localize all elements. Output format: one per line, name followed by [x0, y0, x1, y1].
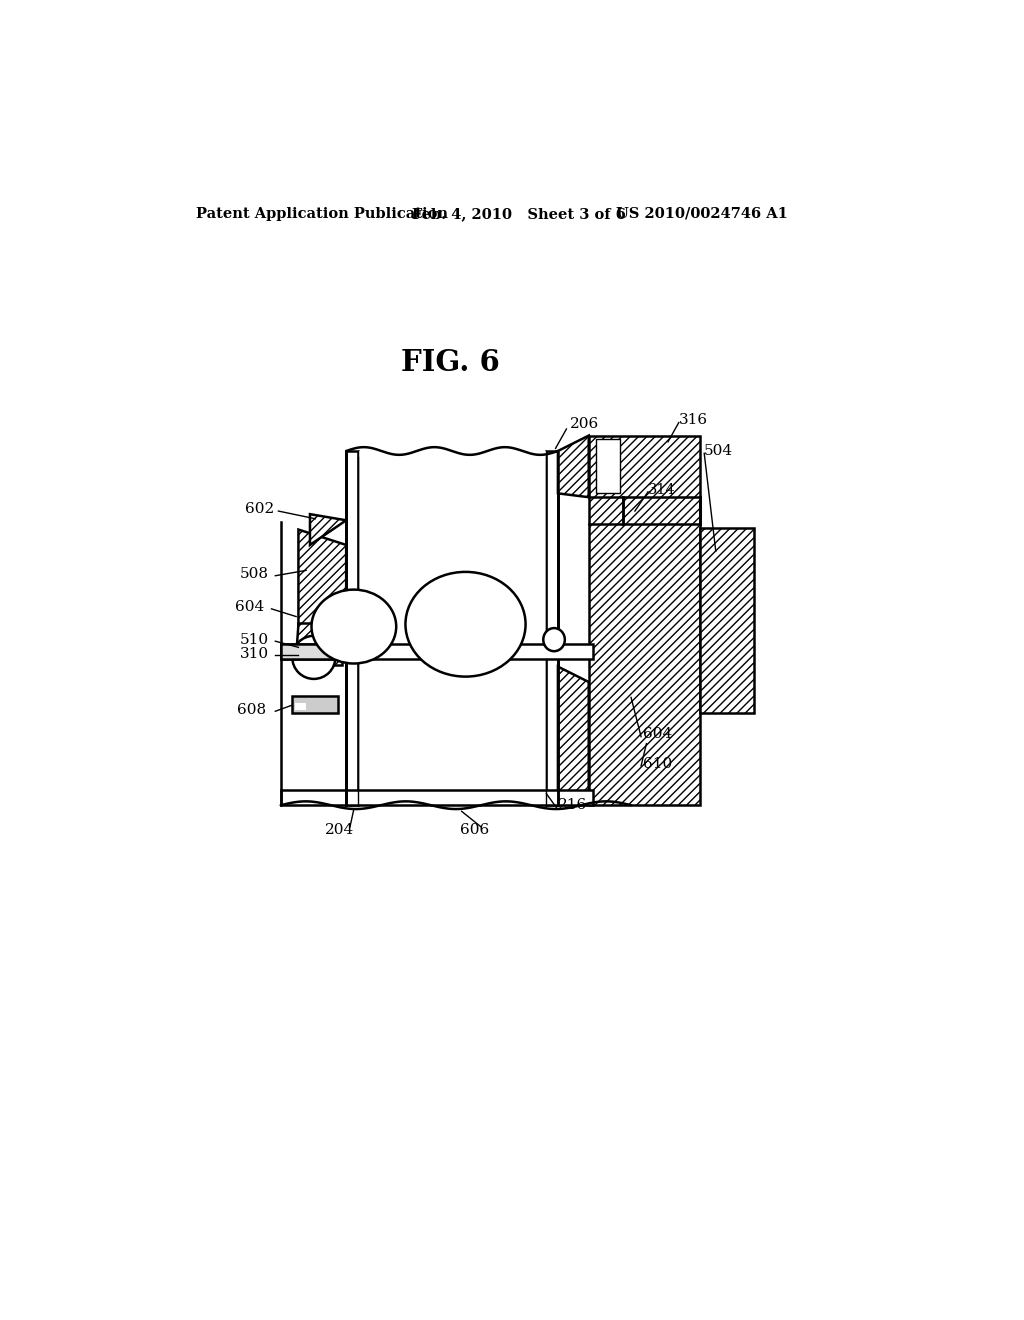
Bar: [295, 702, 306, 710]
Polygon shape: [558, 667, 589, 805]
Bar: [346, 451, 357, 805]
Ellipse shape: [406, 572, 525, 677]
Polygon shape: [298, 529, 346, 653]
Text: 204: 204: [326, 822, 354, 837]
Polygon shape: [596, 440, 620, 494]
Bar: [357, 451, 547, 805]
Polygon shape: [700, 528, 755, 713]
Text: 216: 216: [558, 799, 587, 812]
Text: Feb. 4, 2010   Sheet 3 of 6: Feb. 4, 2010 Sheet 3 of 6: [412, 207, 626, 220]
Text: 608: 608: [237, 702, 266, 717]
Text: 504: 504: [705, 444, 733, 458]
Text: FIG. 6: FIG. 6: [400, 348, 500, 378]
Text: 604: 604: [236, 601, 264, 614]
Text: 606: 606: [460, 822, 489, 837]
Text: 604: 604: [643, 727, 672, 742]
Polygon shape: [558, 436, 589, 498]
Text: 510: 510: [240, 632, 269, 647]
Text: 602: 602: [245, 502, 273, 516]
Bar: [281, 644, 593, 659]
Text: 316: 316: [679, 413, 708, 428]
Text: 314: 314: [648, 483, 676, 496]
Ellipse shape: [544, 628, 565, 651]
Text: 310: 310: [240, 647, 269, 660]
Text: Patent Application Publication: Patent Application Publication: [196, 207, 449, 220]
Polygon shape: [589, 436, 700, 805]
Text: 610: 610: [643, 756, 672, 771]
Circle shape: [292, 636, 336, 678]
Polygon shape: [295, 623, 342, 665]
Bar: [292, 696, 339, 713]
Bar: [281, 789, 593, 805]
Text: 206: 206: [569, 417, 599, 432]
Text: US 2010/0024746 A1: US 2010/0024746 A1: [615, 207, 787, 220]
Bar: [547, 451, 558, 805]
Polygon shape: [310, 515, 346, 545]
Text: 508: 508: [240, 568, 269, 581]
Bar: [281, 644, 346, 659]
Ellipse shape: [311, 590, 396, 664]
